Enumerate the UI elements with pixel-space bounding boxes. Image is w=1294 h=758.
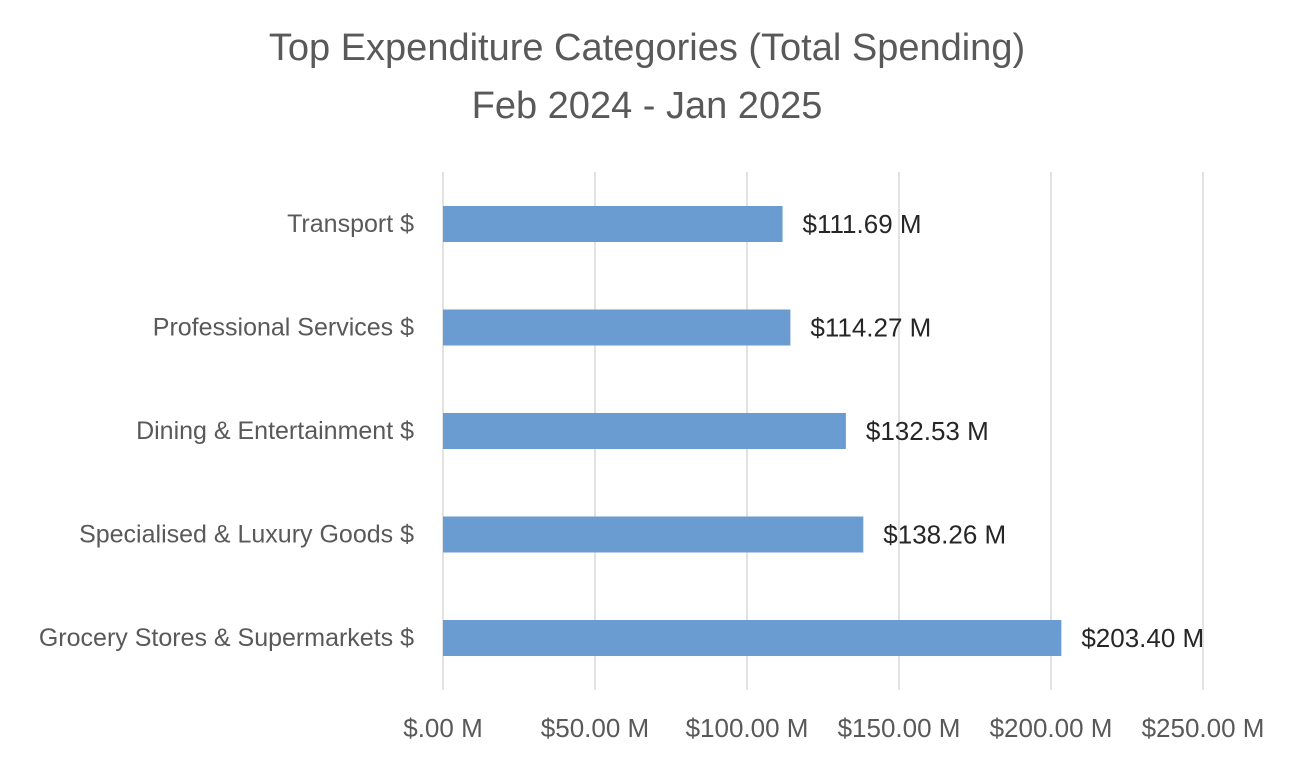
data-label: $138.26 M bbox=[883, 520, 1006, 550]
category-labels: Transport $ Professional Services $ Dining… bbox=[39, 210, 414, 652]
category-label: Specialised & Luxury Goods $ bbox=[79, 521, 414, 549]
x-tick-label: $50.00 M bbox=[541, 713, 649, 743]
data-label: $111.69 M bbox=[803, 209, 922, 239]
chart-title-line-1: Top Expenditure Categories (Total Spendi… bbox=[269, 27, 1025, 69]
bar bbox=[443, 309, 791, 346]
x-tick-label: $.00 M bbox=[403, 713, 483, 743]
x-tick-label: $150.00 M bbox=[838, 713, 961, 743]
data-label: $114.27 M bbox=[810, 313, 931, 343]
x-tick-label: $250.00 M bbox=[1142, 713, 1265, 743]
x-tick-label: $200.00 M bbox=[990, 713, 1113, 743]
data-label: $203.40 M bbox=[1081, 623, 1204, 653]
bar bbox=[443, 413, 846, 449]
category-label: Dining & Entertainment $ bbox=[136, 417, 414, 445]
x-axis-tick-labels: $.00 M $50.00 M $100.00 M $150.00 M $200.00 … bbox=[403, 713, 1264, 743]
bar bbox=[443, 206, 783, 242]
category-label: Professional Services $ bbox=[153, 314, 414, 342]
data-label: $132.53 M bbox=[866, 416, 989, 446]
x-tick-label: $100.00 M bbox=[686, 713, 809, 743]
category-label: Transport $ bbox=[287, 210, 414, 238]
chart-title-line-2: Feb 2024 - Jan 2025 bbox=[472, 85, 823, 127]
chart-title: Top Expenditure Categories (Total Spendi… bbox=[269, 27, 1025, 127]
data-labels: $111.69 M $114.27 M $132.53 M $138.26 M $203… bbox=[803, 209, 1205, 653]
category-label: Grocery Stores & Supermarkets $ bbox=[39, 624, 414, 652]
bars bbox=[443, 206, 1062, 656]
bar bbox=[443, 620, 1062, 656]
bar bbox=[443, 516, 864, 553]
